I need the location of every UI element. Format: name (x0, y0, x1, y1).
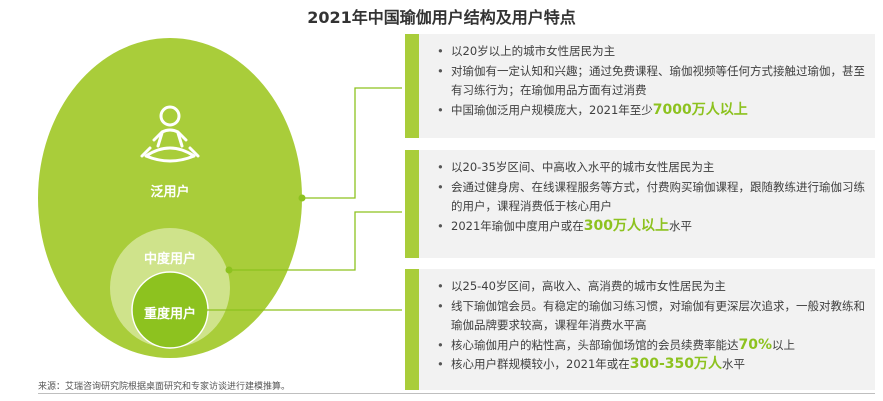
bullet-text: 线下瑜伽馆会员。有稳定的瑜伽习练习惯，对瑜伽有更深层次追求，一般对教练和瑜伽品牌… (451, 298, 865, 333)
bullet-highlight: 70% (738, 336, 773, 353)
connector-outer (302, 87, 402, 199)
bullet-list: 以20-35岁区间、中高收入水平的城市女性居民为主会通过健身房、在线课程服务等方… (435, 158, 865, 236)
bullet-text: 2021年瑜伽中度用户或在 (451, 218, 584, 233)
bullet-highlight: 300-350万人 (629, 356, 723, 372)
bullet-text-suffix: 水平 (669, 218, 692, 233)
bullet-text: 会通过健身房、在线课程服务等方式，付费购买瑜伽课程，跟随教练进行瑜伽习练的用户，… (451, 179, 865, 214)
bullet-text: 中国瑜伽泛用户规模庞大，2021年至少 (451, 102, 653, 117)
bullet-item: 以25-40岁区间，高收入、高消费的城市女性居民为主 (435, 277, 865, 297)
page-title: 2021年中国瑜伽用户结构及用户特点 (307, 8, 576, 27)
source-note: 来源：艾瑞咨询研究院根据桌面研究和专家访谈进行建模推算。 (38, 382, 291, 392)
bullet-item: 以20岁以上的城市女性居民为主 (435, 42, 865, 62)
bullet-item: 对瑜伽有一定认知和兴趣；通过免费课程、瑜伽视频等任何方式接触过瑜伽，甚至有习练行… (435, 62, 865, 101)
bullet-text: 核心瑜伽用户的粘性高，头部瑜伽场馆的会员续费率能达 (451, 337, 739, 352)
bullet-item: 会通过健身房、在线课程服务等方式，付费购买瑜伽课程，跟随教练进行瑜伽习练的用户，… (435, 178, 865, 217)
bullet-item: 线下瑜伽馆会员。有稳定的瑜伽习练习惯，对瑜伽有更深层次追求，一般对教练和瑜伽品牌… (435, 297, 865, 336)
bullet-list: 以20岁以上的城市女性居民为主对瑜伽有一定认知和兴趣；通过免费课程、瑜伽视频等任… (435, 42, 865, 120)
bullet-text: 核心用户群规模较小，2021年或在 (451, 357, 630, 371)
bullet-highlight: 300万人以上 (583, 217, 669, 234)
connector-middle (229, 211, 402, 271)
meditation-icon (140, 105, 200, 163)
bullet-item: 核心用户群规模较小，2021年或在300-350万人水平 (435, 355, 865, 375)
bullet-list: 以25-40岁区间，高收入、高消费的城市女性居民为主线下瑜伽馆会员。有稳定的瑜伽… (435, 277, 865, 375)
bullet-item: 2021年瑜伽中度用户或在300万人以上水平 (435, 217, 865, 237)
panel-moderate-users: 以20-35岁区间、中高收入水平的城市女性居民为主会通过健身房、在线课程服务等方… (405, 150, 875, 258)
bullet-text-suffix: 以上 (772, 337, 796, 352)
bullet-text-suffix: 水平 (722, 357, 746, 371)
connector-lines (204, 87, 402, 311)
bullet-item: 以20-35岁区间、中高收入水平的城市女性居民为主 (435, 158, 865, 178)
bullet-text: 以25-40岁区间，高收入、高消费的城市女性居民为主 (451, 279, 726, 293)
panel-accent-bar (405, 34, 419, 138)
bullet-text: 对瑜伽有一定认知和兴趣；通过免费课程、瑜伽视频等任何方式接触过瑜伽，甚至有习练行… (451, 63, 865, 98)
panel-broad-users: 以20岁以上的城市女性居民为主对瑜伽有一定认知和兴趣；通过免费课程、瑜伽视频等任… (405, 34, 875, 138)
footer-divider (38, 393, 875, 394)
inner-circle-label: 重度用户 (143, 307, 196, 322)
bullet-item: 核心瑜伽用户的粘性高，头部瑜伽场馆的会员续费率能达70%以上 (435, 336, 865, 356)
panel-accent-bar (405, 269, 419, 390)
bullet-text: 以20岁以上的城市女性居民为主 (451, 44, 616, 58)
bullet-highlight: 7000万人以上 (652, 101, 748, 118)
panel-accent-bar (405, 150, 419, 258)
connector-dots (200, 194, 306, 314)
outer-circle-label: 泛用户 (150, 185, 190, 200)
outer-circle (38, 38, 302, 358)
middle-circle-label: 中度用户 (143, 252, 196, 267)
bullet-item: 中国瑜伽泛用户规模庞大，2021年至少7000万人以上 (435, 101, 865, 121)
panel-heavy-users: 以25-40岁区间，高收入、高消费的城市女性居民为主线下瑜伽馆会员。有稳定的瑜伽… (405, 269, 875, 390)
bullet-text: 以20-35岁区间、中高收入水平的城市女性居民为主 (451, 160, 715, 174)
